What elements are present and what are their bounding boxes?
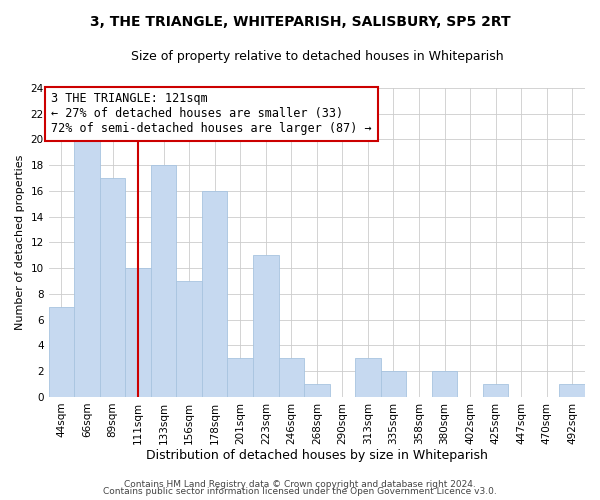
Bar bbox=[304, 384, 329, 397]
Text: 3 THE TRIANGLE: 121sqm
← 27% of detached houses are smaller (33)
72% of semi-det: 3 THE TRIANGLE: 121sqm ← 27% of detached… bbox=[52, 92, 372, 136]
Y-axis label: Number of detached properties: Number of detached properties bbox=[15, 154, 25, 330]
Text: 3, THE TRIANGLE, WHITEPARISH, SALISBURY, SP5 2RT: 3, THE TRIANGLE, WHITEPARISH, SALISBURY,… bbox=[89, 15, 511, 29]
Bar bbox=[278, 358, 304, 397]
Bar bbox=[100, 178, 125, 397]
Bar bbox=[432, 371, 457, 397]
Text: Contains public sector information licensed under the Open Government Licence v3: Contains public sector information licen… bbox=[103, 487, 497, 496]
Bar bbox=[355, 358, 380, 397]
Bar bbox=[227, 358, 253, 397]
Bar bbox=[74, 140, 100, 397]
Bar bbox=[253, 256, 278, 397]
Bar bbox=[49, 307, 74, 397]
Bar bbox=[202, 191, 227, 397]
Text: Contains HM Land Registry data © Crown copyright and database right 2024.: Contains HM Land Registry data © Crown c… bbox=[124, 480, 476, 489]
Bar bbox=[380, 371, 406, 397]
Bar bbox=[176, 281, 202, 397]
Bar bbox=[559, 384, 585, 397]
Title: Size of property relative to detached houses in Whiteparish: Size of property relative to detached ho… bbox=[131, 50, 503, 63]
Bar bbox=[151, 165, 176, 397]
Bar bbox=[125, 268, 151, 397]
Bar bbox=[483, 384, 508, 397]
X-axis label: Distribution of detached houses by size in Whiteparish: Distribution of detached houses by size … bbox=[146, 450, 488, 462]
